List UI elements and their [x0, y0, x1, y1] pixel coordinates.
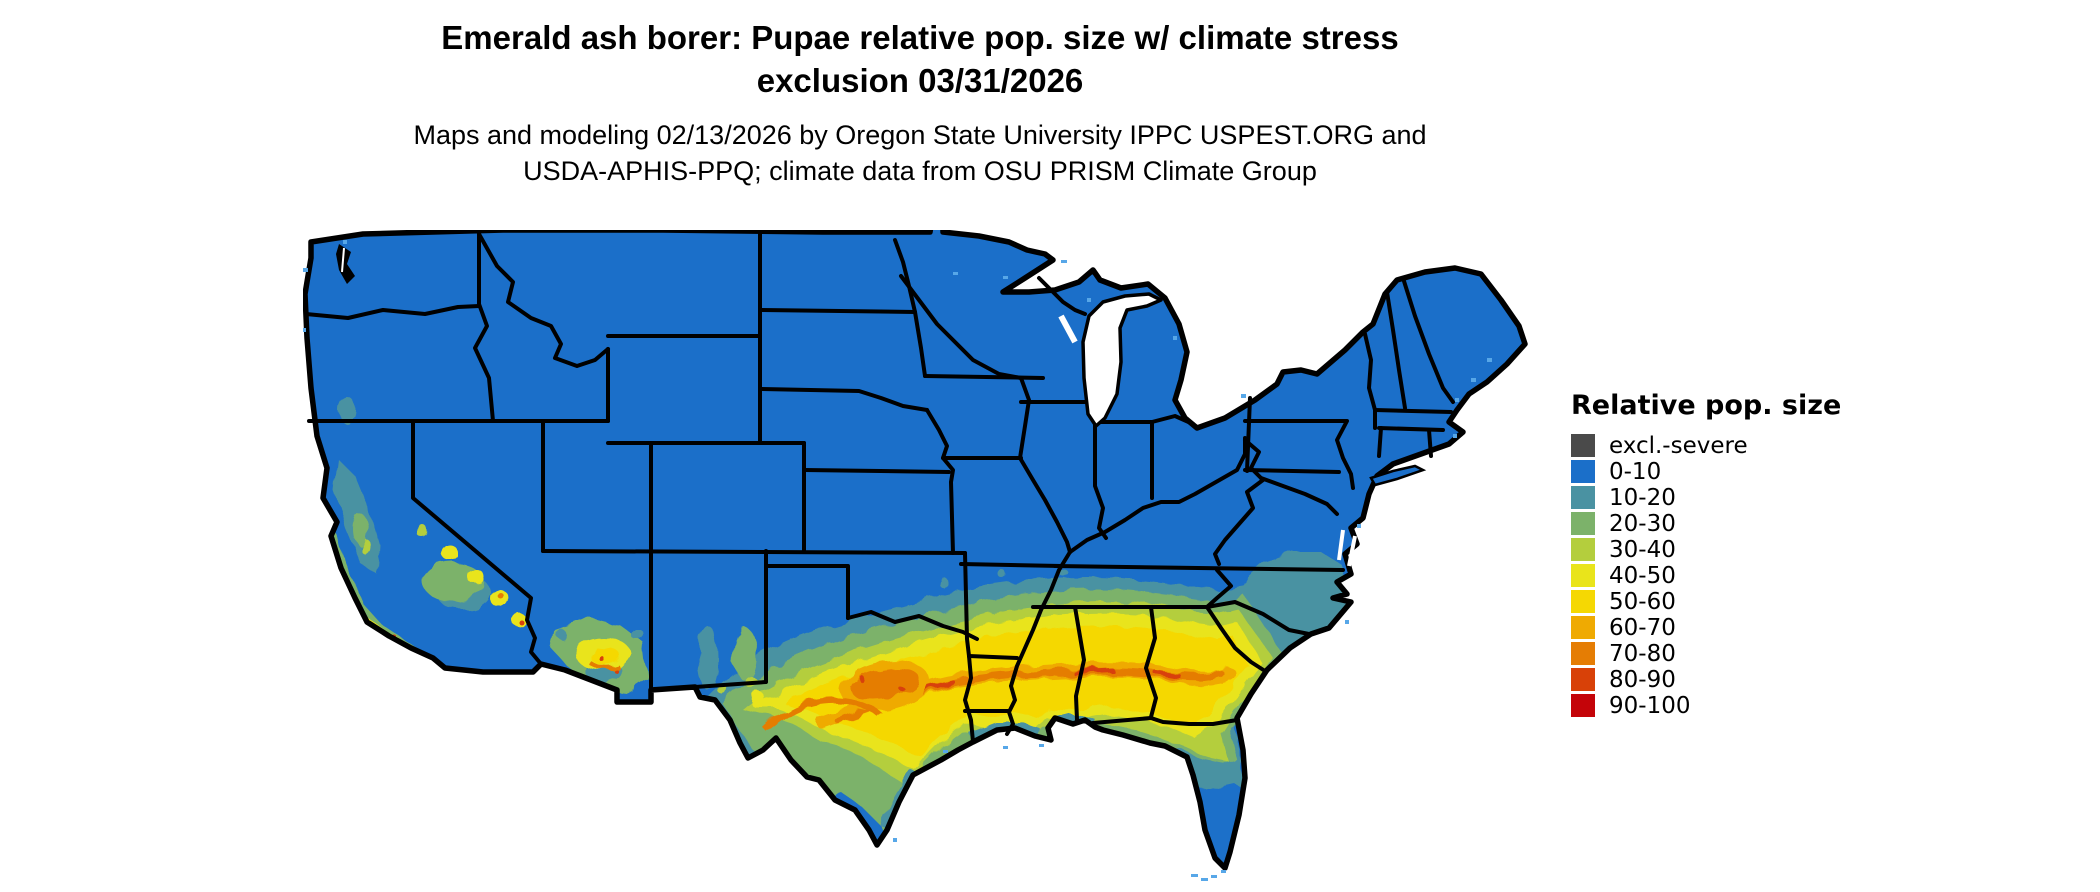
- raster-az-gold: [590, 647, 620, 665]
- legend-swatch: [1571, 564, 1595, 587]
- legend-swatch: [1571, 590, 1595, 613]
- raster-band-50-60: [785, 625, 1249, 756]
- raster-nm-yg1: [718, 685, 728, 695]
- legend-item: 40-50: [1571, 562, 1841, 589]
- puget-sound-water: [341, 247, 345, 273]
- us-map: [302, 223, 1528, 885]
- us-map-svg: [302, 223, 1528, 881]
- raster-speck-red: [900, 687, 906, 693]
- legend-item: 30-40: [1571, 536, 1841, 563]
- legend-item: 70-80: [1571, 640, 1841, 667]
- legend-item: 60-70: [1571, 614, 1841, 641]
- green-bay: [1058, 314, 1078, 344]
- title-block: Emerald ash borer: Pupae relative pop. s…: [250, 16, 1590, 189]
- title-line-2: exclusion 03/31/2026: [756, 62, 1084, 99]
- title-line-1: Emerald ash borer: Pupae relative pop. s…: [441, 19, 1399, 56]
- legend-swatch: [1571, 642, 1595, 665]
- raster-az-teal3: [556, 629, 566, 639]
- raster-socal-red4: [518, 619, 524, 625]
- legend-swatch: [1571, 538, 1595, 561]
- legend-label: 30-40: [1609, 536, 1676, 563]
- legend-label: 20-30: [1609, 510, 1676, 537]
- legend-rows: excl.-severe 0-10 10-20 20-30 30-40 40-50 50-6…: [1571, 432, 1841, 719]
- raster-speck-red: [860, 677, 866, 683]
- coastal-raster-specks: [302, 240, 1492, 881]
- subtitle-line-1: Maps and modeling 02/13/2026 by Oregon S…: [413, 120, 1427, 150]
- legend-item: 10-20: [1571, 484, 1841, 511]
- chesapeake-bay: [1337, 529, 1357, 567]
- legend-swatch: [1571, 434, 1595, 457]
- legend-label: 80-90: [1609, 666, 1676, 693]
- legend-item: 0-10: [1571, 458, 1841, 485]
- raster-nm-riogrande: [698, 626, 718, 690]
- subtitle-line-2: USDA-APHIS-PPQ; climate data from OSU PR…: [523, 156, 1317, 186]
- legend-title: Relative pop. size: [1571, 390, 1842, 421]
- raster-sierra-yg: [415, 524, 427, 536]
- raster-az-red1: [598, 655, 604, 661]
- legend-swatch: [1571, 512, 1595, 535]
- legend-label: 0-10: [1609, 458, 1662, 485]
- raster-socal-green: [423, 562, 483, 602]
- legend-label: 70-80: [1609, 640, 1676, 667]
- raster-ca-valley-yg: [362, 540, 372, 556]
- legend-swatch: [1571, 694, 1595, 717]
- legend-label: 50-60: [1609, 588, 1676, 615]
- raster-az-teal2: [631, 628, 643, 640]
- raster-az-orange-arc: [587, 660, 620, 671]
- raster-sierra-y1: [441, 544, 457, 560]
- legend-item: 80-90: [1571, 666, 1841, 693]
- legend: Relative pop. size excl.-severe 0-10 10-20…: [1571, 390, 1841, 720]
- legend-swatch: [1571, 460, 1595, 483]
- legend-item: 50-60: [1571, 588, 1841, 615]
- puget-sound: [336, 244, 355, 284]
- legend-label: 10-20: [1609, 484, 1676, 511]
- raster-fl-peninsula-blue: [1196, 782, 1245, 868]
- legend-item: 20-30: [1571, 510, 1841, 537]
- page-title: Emerald ash borer: Pupae relative pop. s…: [250, 16, 1590, 102]
- lake-michigan: [1081, 292, 1163, 428]
- raster-arc-pecos: [762, 696, 883, 733]
- raster-az-red2: [613, 668, 617, 672]
- state-borders: [304, 230, 1455, 744]
- legend-label: excl.-severe: [1609, 432, 1748, 459]
- raster-ok-mottle2: [999, 571, 1007, 579]
- raster-ca-valley-green: [354, 514, 368, 546]
- raster-nm-y1: [750, 692, 766, 708]
- legend-swatch: [1571, 668, 1595, 691]
- raster-ok-mottle1: [938, 577, 948, 587]
- raster-or-spot: [338, 397, 356, 423]
- page-subtitle: Maps and modeling 02/13/2026 by Oregon S…: [250, 117, 1590, 189]
- legend-item: 90-100: [1571, 692, 1841, 719]
- raster-sierra-y4: [512, 613, 526, 627]
- legend-item: excl.-severe: [1571, 432, 1841, 459]
- legend-swatch: [1571, 616, 1595, 639]
- long-island: [1369, 464, 1427, 487]
- legend-label: 40-50: [1609, 562, 1676, 589]
- legend-swatch: [1571, 486, 1595, 509]
- legend-label: 90-100: [1609, 692, 1691, 719]
- raster-sierra-y2: [467, 568, 483, 584]
- raster-socal-orange: [498, 593, 504, 599]
- raster-nm-green: [733, 628, 757, 680]
- legend-label: 60-70: [1609, 614, 1676, 641]
